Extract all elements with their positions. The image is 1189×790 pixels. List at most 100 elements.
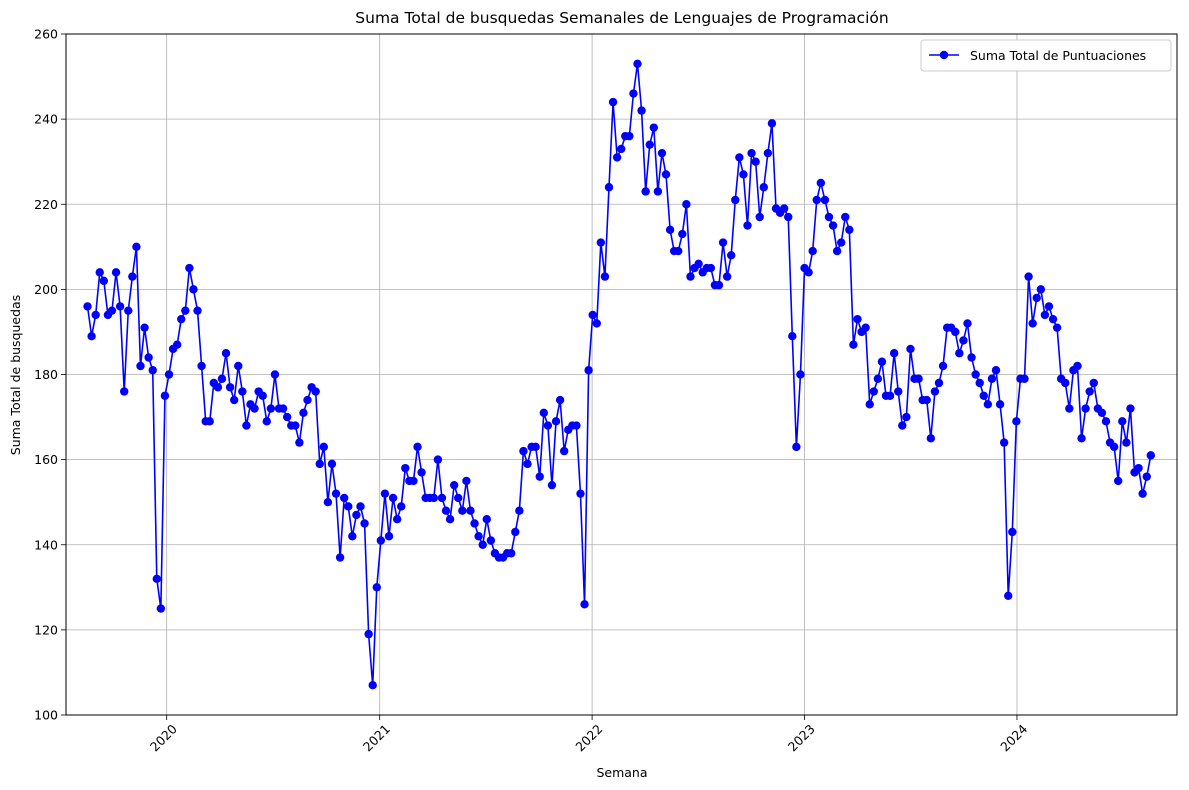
data-point bbox=[682, 200, 691, 209]
data-point bbox=[608, 97, 618, 107]
data-point bbox=[755, 212, 764, 222]
data-point bbox=[1008, 527, 1017, 537]
data-point bbox=[1118, 417, 1127, 426]
x-tick-label: 2023 bbox=[785, 721, 818, 754]
data-point bbox=[152, 574, 161, 583]
chart-title: Suma Total de busquedas Semanales de Len… bbox=[355, 9, 888, 27]
data-point bbox=[507, 549, 516, 558]
data-point bbox=[796, 370, 805, 379]
x-tick-label: 2022 bbox=[572, 721, 605, 754]
data-point bbox=[327, 459, 337, 469]
data-point bbox=[1048, 314, 1058, 324]
data-point bbox=[441, 506, 451, 515]
legend-label: Suma Total de Puntuaciones bbox=[970, 48, 1146, 63]
data-point bbox=[641, 187, 650, 196]
data-point bbox=[991, 366, 1001, 375]
data-point bbox=[1077, 434, 1086, 443]
data-point bbox=[368, 681, 377, 690]
data-point bbox=[266, 404, 276, 413]
data-point bbox=[1114, 476, 1123, 486]
series-line bbox=[86, 63, 1152, 686]
data-point bbox=[661, 170, 671, 179]
data-point bbox=[951, 327, 960, 337]
data-point bbox=[559, 446, 569, 456]
data-point bbox=[580, 600, 589, 609]
data-point bbox=[1142, 472, 1151, 481]
data-point bbox=[902, 412, 911, 422]
data-point bbox=[1089, 378, 1098, 388]
data-point bbox=[242, 421, 251, 430]
data-point bbox=[124, 306, 133, 315]
data-point bbox=[645, 140, 654, 149]
data-point bbox=[1061, 378, 1070, 388]
data-point bbox=[339, 493, 349, 503]
data-point bbox=[348, 532, 357, 541]
data-point bbox=[657, 148, 667, 158]
y-tick-label: 140 bbox=[34, 537, 58, 552]
data-point bbox=[156, 604, 166, 613]
data-point bbox=[470, 519, 479, 528]
data-point bbox=[1036, 285, 1046, 294]
data-point bbox=[87, 331, 96, 341]
y-tick-label: 100 bbox=[34, 708, 58, 723]
data-point bbox=[971, 370, 980, 379]
data-point bbox=[735, 153, 744, 162]
data-point bbox=[372, 583, 381, 592]
data-point bbox=[107, 306, 117, 315]
data-point bbox=[311, 387, 320, 396]
data-point bbox=[1109, 442, 1119, 452]
legend-marker-swatch bbox=[939, 50, 949, 60]
data-point bbox=[466, 506, 475, 515]
legend-box bbox=[920, 39, 1172, 72]
data-point bbox=[837, 238, 846, 247]
data-point bbox=[352, 510, 361, 520]
data-point bbox=[1134, 463, 1143, 473]
data-point bbox=[543, 421, 553, 430]
data-point bbox=[963, 319, 972, 328]
data-point bbox=[278, 404, 288, 413]
y-axis: 100 120 140 160 180 200 220 240 260 bbox=[34, 27, 66, 723]
data-point bbox=[282, 412, 292, 422]
data-point bbox=[555, 395, 565, 405]
data-point bbox=[164, 370, 174, 379]
data-point bbox=[225, 383, 235, 392]
data-point bbox=[678, 229, 687, 239]
data-point bbox=[1085, 387, 1094, 396]
data-point bbox=[1052, 323, 1062, 332]
data-point bbox=[160, 391, 170, 400]
data-point bbox=[270, 370, 280, 379]
data-point bbox=[458, 506, 467, 515]
data-point bbox=[999, 438, 1009, 447]
data-point bbox=[845, 225, 854, 234]
y-tick-label: 240 bbox=[34, 112, 58, 127]
y-axis-label: Suma Total de busquedas bbox=[8, 295, 23, 455]
data-point bbox=[213, 383, 223, 392]
data-point bbox=[238, 387, 247, 396]
data-point bbox=[588, 310, 597, 320]
data-point bbox=[299, 408, 308, 418]
data-point bbox=[140, 323, 149, 332]
data-point bbox=[727, 251, 736, 260]
legend: Suma Total de Puntuaciones bbox=[920, 39, 1172, 72]
data-point bbox=[136, 361, 145, 371]
data-point bbox=[596, 238, 606, 247]
data-point bbox=[784, 212, 793, 222]
data-point bbox=[1126, 404, 1135, 413]
data-point bbox=[1024, 272, 1033, 281]
data-point bbox=[633, 59, 642, 68]
series-points bbox=[83, 59, 1156, 690]
data-point bbox=[649, 123, 658, 132]
data-point bbox=[987, 374, 997, 383]
y-tick-label: 180 bbox=[34, 367, 58, 382]
y-tick-label: 220 bbox=[34, 197, 58, 212]
data-point bbox=[519, 446, 528, 456]
data-point bbox=[674, 246, 683, 256]
data-point bbox=[413, 442, 422, 452]
data-point bbox=[629, 89, 638, 98]
data-point bbox=[1122, 438, 1131, 447]
data-point bbox=[515, 506, 524, 515]
data-point bbox=[486, 536, 496, 545]
data-point bbox=[356, 502, 365, 511]
data-point bbox=[788, 331, 797, 341]
data-point bbox=[539, 408, 549, 418]
